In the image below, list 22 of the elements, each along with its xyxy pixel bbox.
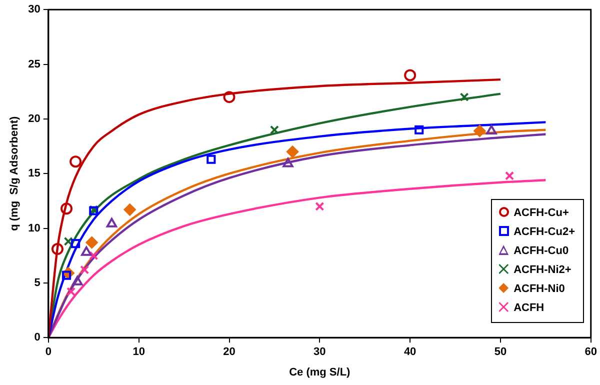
y-tick-label: 0 [34, 332, 40, 344]
x-tick-label: 30 [314, 346, 326, 358]
x-tick-label: 10 [132, 346, 145, 358]
x-tick-label: 60 [584, 346, 598, 358]
y-tick-label: 30 [28, 4, 40, 16]
x-tick-label: 0 [45, 346, 52, 358]
y-tick-label: 15 [28, 168, 40, 180]
y-axis-title: q (mg S/g Adsorbent) [8, 116, 21, 231]
y-tick-label: 25 [28, 58, 40, 70]
legend-label: ACFH-Ni2+ [514, 264, 572, 276]
y-tick-label: 10 [28, 222, 40, 234]
legend-label: ACFH-Cu2+ [514, 226, 575, 238]
legend-label: ACFH-Cu0 [514, 245, 569, 257]
y-tick-label: 20 [28, 112, 40, 125]
x-tick-label: 40 [404, 346, 416, 358]
legend-label: ACFH [514, 302, 544, 314]
y-tick-label: 5 [34, 276, 40, 289]
x-axis-title: Ce (mg S/L) [289, 366, 351, 378]
x-tick-label: 50 [494, 346, 507, 358]
legend-label: ACFH-Cu+ [514, 207, 569, 219]
legend-label: ACFH-Ni0 [514, 283, 565, 295]
x-tick-label: 20 [223, 346, 236, 358]
